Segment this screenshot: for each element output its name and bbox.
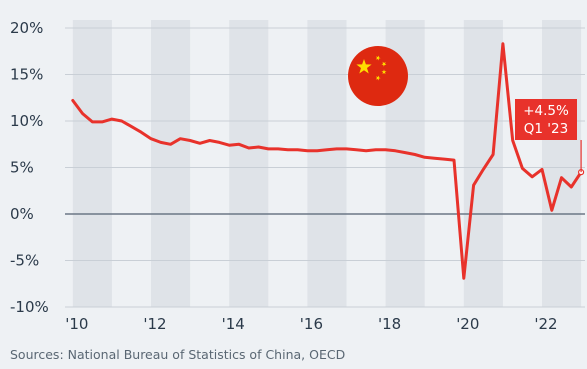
x-tick-label: '10	[65, 315, 88, 333]
year-band-2010	[72, 20, 112, 307]
china-flag-icon	[348, 46, 408, 106]
x-tick-label: '16	[300, 315, 323, 333]
callout-box	[515, 99, 577, 140]
flag-disc	[348, 46, 408, 106]
y-axis-ticks: 20% 15% 10% 5% 0% -5% -10%	[10, 19, 49, 316]
y-tick-label: -10%	[10, 298, 49, 316]
callout-value: +4.5%	[523, 103, 569, 119]
year-band-2022	[541, 20, 582, 307]
flag-big-star	[356, 59, 372, 74]
y-tick-label: 15%	[10, 66, 43, 84]
x-tick-label: '20	[456, 315, 479, 333]
y-tick-label: 5%	[10, 159, 34, 177]
y-tick-label: 10%	[10, 112, 43, 130]
flag-small-star	[381, 61, 387, 67]
flag-small-star	[381, 69, 387, 75]
y-tick-label: -5%	[10, 252, 39, 270]
gdp-growth-chart: 20%15%10%5%0%-5%-10% '10'12'14'16'18'20 '…	[10, 19, 585, 333]
x-tick-label: '14	[222, 315, 245, 333]
growth-series-line	[71, 42, 583, 280]
gridlines	[65, 27, 585, 308]
x-axis-ticks: '10 '12 '14 '16 '18 '20 '22	[65, 315, 557, 333]
year-band-2014	[229, 20, 269, 307]
callout-period: Q1 '23	[524, 121, 568, 137]
year-band-2020	[463, 20, 503, 307]
flag-small-star	[375, 75, 381, 81]
y-tick-label: 0%	[10, 205, 34, 223]
x-tick-label: '18	[378, 315, 401, 333]
year-band-2012	[151, 20, 191, 307]
x-tick-label: '12	[143, 315, 166, 333]
year-band-2016	[307, 20, 347, 307]
flag-small-star	[375, 55, 381, 61]
latest-value-callout: +4.5% Q1 '23	[515, 99, 582, 173]
x-tick-label: '22	[534, 315, 557, 333]
source-note: Sources: National Bureau of Statistics o…	[10, 347, 346, 362]
year-bands	[72, 20, 582, 307]
y-tick-label: 20%	[10, 19, 43, 37]
